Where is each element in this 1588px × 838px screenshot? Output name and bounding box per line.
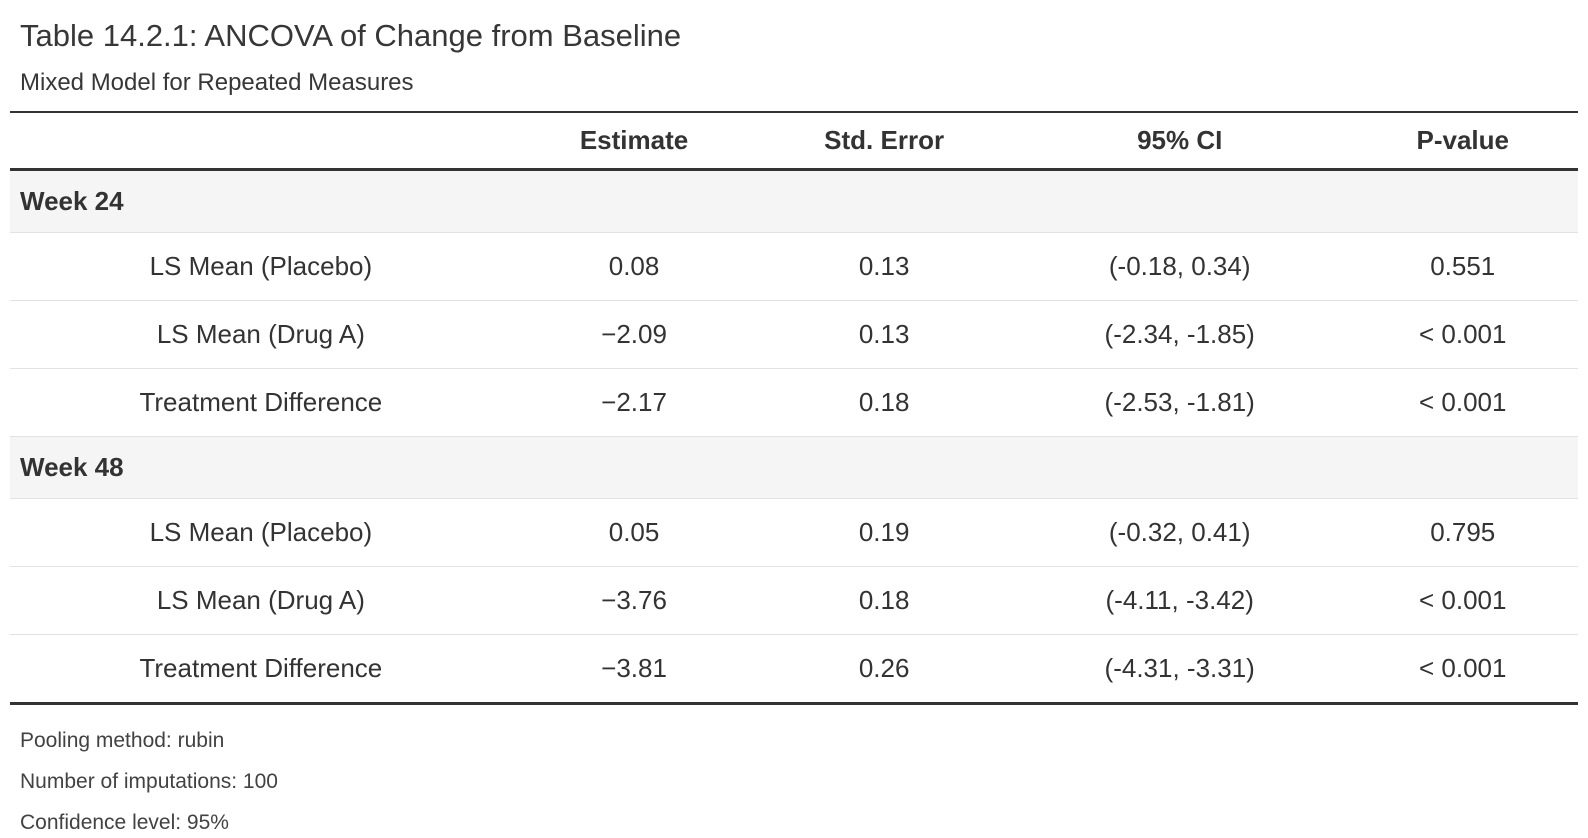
table-row: LS Mean (Placebo) 0.05 0.19 (-0.32, 0.41) 0.… xyxy=(10,498,1578,567)
group-row: Week 24 xyxy=(10,169,1578,233)
cell-ci_95: (-4.11, -3.42) xyxy=(1011,566,1348,635)
group-row: Week 48 xyxy=(10,436,1578,499)
column-header-row: Estimate Std. Error 95% CI P-value xyxy=(10,112,1578,171)
column-header-estimate: Estimate xyxy=(511,112,757,171)
cell-estimate: −2.09 xyxy=(511,300,757,369)
column-header-p-value: P-value xyxy=(1347,112,1578,171)
table-heading: Table 14.2.1: ANCOVA of Change from Base… xyxy=(10,10,1578,97)
table-header: Estimate Std. Error 95% CI P-value xyxy=(10,112,1578,171)
table-row: Treatment Difference −3.81 0.26 (-4.31, -3.… xyxy=(10,634,1578,704)
group-label: Week 24 xyxy=(10,169,1578,233)
cell-p_value: < 0.001 xyxy=(1347,368,1578,437)
column-header-95ci: 95% CI xyxy=(1011,112,1348,171)
ancova-results-table: Estimate Std. Error 95% CI P-value Week … xyxy=(10,111,1578,705)
cell-p_value: < 0.001 xyxy=(1347,300,1578,369)
column-header-std-error: Std. Error xyxy=(756,112,1012,171)
cell-estimate: −3.76 xyxy=(511,566,757,635)
group-label: Week 48 xyxy=(10,436,1578,499)
table-row: LS Mean (Placebo) 0.08 0.13 (-0.18, 0.34) 0.… xyxy=(10,232,1578,301)
cell-std_error: 0.18 xyxy=(756,566,1012,635)
footnote-pooling-method: Pooling method: rubin xyxy=(20,729,225,752)
footnote-confidence-level: Confidence level: 95% xyxy=(20,811,229,834)
cell-estimate: −2.17 xyxy=(511,368,757,437)
row-label: LS Mean (Drug A) xyxy=(10,300,512,369)
table-row: Treatment Difference −2.17 0.18 (-2.53, -1.… xyxy=(10,368,1578,437)
cell-estimate: 0.05 xyxy=(511,498,757,567)
cell-ci_95: (-2.53, -1.81) xyxy=(1011,368,1348,437)
row-label: Treatment Difference xyxy=(10,634,512,704)
cell-p_value: 0.551 xyxy=(1347,232,1578,301)
table-body: Week 24 LS Mean (Placebo) 0.08 0.13 (-0.18, … xyxy=(10,169,1578,704)
cell-std_error: 0.13 xyxy=(756,232,1012,301)
table-row: LS Mean (Drug A) −3.76 0.18 (-4.11, -3.42) <… xyxy=(10,566,1578,635)
table-row: LS Mean (Drug A) −2.09 0.13 (-2.34, -1.85) <… xyxy=(10,300,1578,369)
row-label: LS Mean (Placebo) xyxy=(10,498,512,567)
table-footnotes: Pooling method: rubin Number of imputati… xyxy=(10,705,1578,836)
footnote-imputations: Number of imputations: 100 xyxy=(20,770,278,793)
cell-estimate: 0.08 xyxy=(511,232,757,301)
row-label: Treatment Difference xyxy=(10,368,512,437)
cell-std_error: 0.13 xyxy=(756,300,1012,369)
table-title: Table 14.2.1: ANCOVA of Change from Base… xyxy=(20,18,682,53)
cell-ci_95: (-0.18, 0.34) xyxy=(1011,232,1348,301)
cell-p_value: 0.795 xyxy=(1347,498,1578,567)
row-label: LS Mean (Drug A) xyxy=(10,566,512,635)
cell-std_error: 0.19 xyxy=(756,498,1012,567)
cell-ci_95: (-0.32, 0.41) xyxy=(1011,498,1348,567)
table-subtitle: Mixed Model for Repeated Measures xyxy=(20,69,414,96)
cell-std_error: 0.26 xyxy=(756,634,1012,704)
cell-estimate: −3.81 xyxy=(511,634,757,704)
cell-ci_95: (-4.31, -3.31) xyxy=(1011,634,1348,704)
cell-p_value: < 0.001 xyxy=(1347,566,1578,635)
cell-std_error: 0.18 xyxy=(756,368,1012,437)
cell-ci_95: (-2.34, -1.85) xyxy=(1011,300,1348,369)
row-label: LS Mean (Placebo) xyxy=(10,232,512,301)
cell-p_value: < 0.001 xyxy=(1347,634,1578,704)
column-header-stub xyxy=(10,112,512,171)
